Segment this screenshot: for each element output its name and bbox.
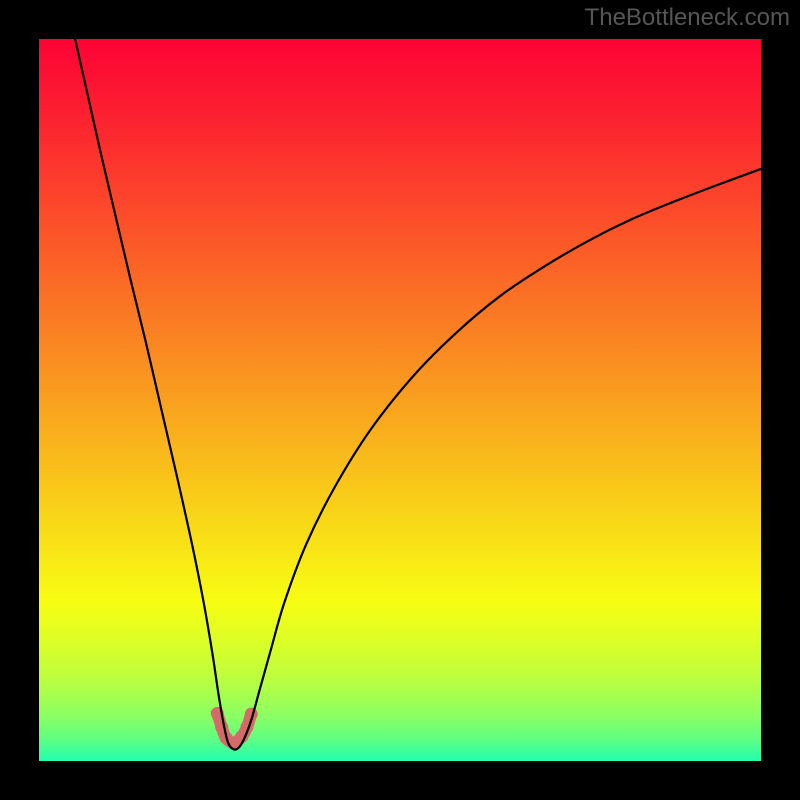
watermark-text: TheBottleneck.com bbox=[585, 4, 790, 32]
bottleneck-chart bbox=[0, 0, 800, 800]
plot-background bbox=[39, 39, 761, 761]
